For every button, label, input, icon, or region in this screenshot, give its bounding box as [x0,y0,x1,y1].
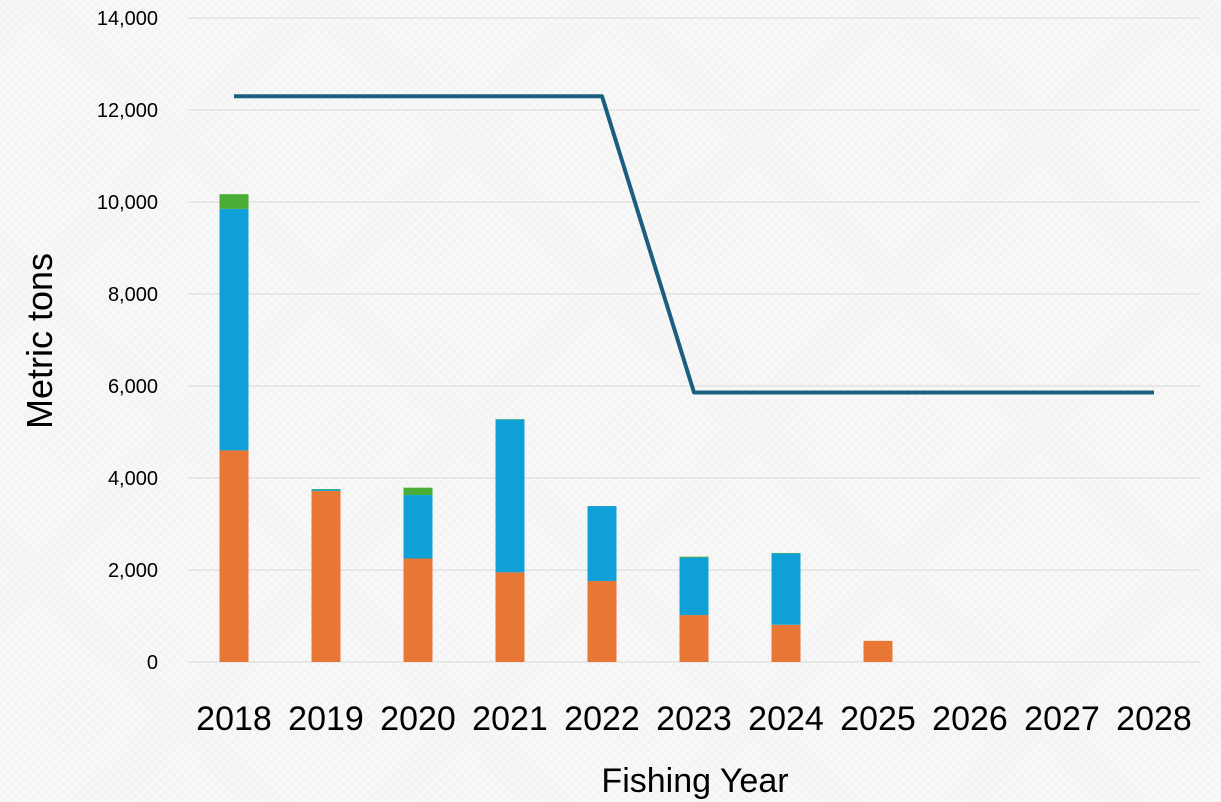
y-tick-label: 8,000 [108,284,158,306]
bar-segment-2023-s3 [679,556,709,558]
x-tick-label-2028: 2028 [1116,700,1192,738]
y-tick-label: 6,000 [108,376,158,398]
bar-segment-2020-s1 [403,558,433,662]
x-tick-label-2026: 2026 [932,700,1008,738]
x-tick-label-2027: 2027 [1024,700,1100,738]
bar-segment-2020-s3 [403,487,433,496]
bar-segment-2023-s1 [679,615,709,662]
x-axis-ticks: 2018 2019 2020 2021 2022 2023 2024 2025 2026 2027… [196,700,1192,738]
y-axis-title: Metric tons [19,253,60,429]
x-tick-label-2025: 2025 [840,700,916,738]
bar-segment-2022-s1 [587,581,617,662]
line-series-1 [234,94,1154,395]
x-tick-label-2022: 2022 [564,700,640,738]
x-axis-title: Fishing Year [601,762,788,800]
x-tick-label-2023: 2023 [656,700,732,738]
y-tick-label: 10,000 [97,192,158,214]
y-tick-label: 0 [147,652,158,674]
y-tick-label: 2,000 [108,560,158,582]
bar-segment-2021-s1 [495,572,525,662]
bars [219,194,893,662]
bar-segment-2020-s2 [403,495,433,559]
bar-segment-2018-s1 [219,450,249,662]
bar-segment-2021-s2 [495,419,525,573]
bar-segment-2025-s1 [863,640,893,662]
bar-segment-2024-s2 [771,553,801,625]
x-tick-label-2019: 2019 [288,700,364,738]
y-tick-label: 4,000 [108,468,158,490]
x-tick-label-2024: 2024 [748,700,824,738]
y-tick-label: 12,000 [97,100,158,122]
x-tick-label-2021: 2021 [472,700,548,738]
x-tick-label-2020: 2020 [380,700,456,738]
y-tick-label: 14,000 [97,8,158,30]
bar-segment-2019-s1 [311,490,341,662]
bar-segment-2022-s2 [587,506,617,582]
x-tick-label-2018: 2018 [196,700,272,738]
bar-segment-2018-s3 [219,194,249,209]
gridlines [188,17,1200,663]
line-series [234,94,1154,395]
y-axis-ticks: 0 2,000 4,000 6,000 8,000 10,000 12,000 14,000 [97,8,158,674]
bar-segment-2023-s2 [679,557,709,616]
bar-segment-2018-s2 [219,208,249,451]
bar-segment-2024-s1 [771,624,801,662]
bar-segment-2019-s2 [311,489,341,491]
